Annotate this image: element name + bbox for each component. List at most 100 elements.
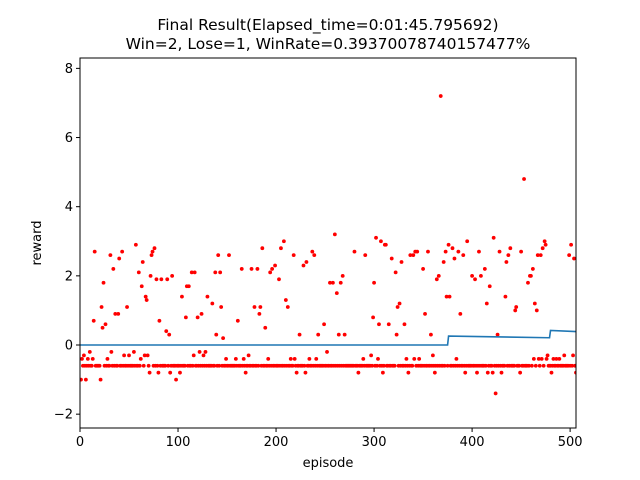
scatter-point-220 <box>294 370 299 375</box>
scatter-point-351 <box>423 311 427 316</box>
scatter-point-138 <box>214 332 219 337</box>
scatter-point-371 <box>442 363 447 368</box>
chart-title-line-2: Win=2, Lose=1, WinRate=0.393700787401574… <box>126 35 531 53</box>
scatter-point-265 <box>338 280 343 285</box>
scatter-point-204 <box>279 246 283 251</box>
scatter-point-327 <box>399 260 404 264</box>
scatter-point-473 <box>542 239 547 244</box>
scatter-point-306 <box>379 239 383 244</box>
scatter-point-113 <box>189 270 194 275</box>
scatter-point-68 <box>145 353 150 358</box>
scatter-point-304 <box>377 322 381 327</box>
scatter-point-340 <box>412 356 417 361</box>
scatter-point-438 <box>508 246 513 251</box>
scatter-point-72 <box>149 253 154 257</box>
scatter-point-195 <box>270 267 275 271</box>
scatter-point-372 <box>443 249 448 254</box>
scatter-point-168 <box>243 370 248 375</box>
scatter-point-64 <box>141 363 146 368</box>
scatter-point-501 <box>570 363 574 368</box>
scatter-point-297 <box>370 363 375 368</box>
scatter-point-367 <box>438 94 443 98</box>
scatter-point-361 <box>432 370 437 375</box>
scatter-point-54 <box>132 350 136 354</box>
scatter-point-387 <box>458 311 463 316</box>
scatter-point-474 <box>543 242 548 247</box>
scatter-point-338 <box>410 363 415 368</box>
x-tick-label-1: 100 <box>166 435 191 450</box>
scatter-point-345 <box>417 356 422 361</box>
scatter-point-503 <box>572 256 576 261</box>
scatter-point-62 <box>139 284 144 289</box>
scatter-point-476 <box>545 353 550 358</box>
scatter-point-223 <box>297 332 302 337</box>
scatter-point-60 <box>137 363 142 368</box>
scatter-point-257 <box>331 280 335 285</box>
scatter-point-142 <box>218 270 223 275</box>
scatter-point-296 <box>369 353 374 358</box>
scatter-point-21 <box>99 305 104 309</box>
scatter-point-143 <box>219 305 224 309</box>
scatter-point-7 <box>85 356 90 361</box>
scatter-point-303 <box>376 356 380 361</box>
scatter-point-419 <box>489 363 494 368</box>
scatter-point-209 <box>283 298 288 302</box>
scatter-point-459 <box>529 273 533 278</box>
scatter-point-261 <box>334 291 339 296</box>
scatter-point-502 <box>571 353 575 358</box>
scatter-point-22 <box>100 325 105 330</box>
scatter-point-504 <box>573 363 576 368</box>
scatter-point-65 <box>142 353 147 358</box>
x-tick-label-0: 0 <box>76 435 84 450</box>
scatter-point-498 <box>567 253 572 257</box>
scatter-point-70 <box>147 370 152 375</box>
x-tick-label-5: 500 <box>558 435 583 450</box>
scatter-point-77 <box>154 277 159 282</box>
scatter-point-309 <box>381 363 386 368</box>
scatter-point-456 <box>526 280 530 285</box>
scatter-point-103 <box>180 294 184 299</box>
scatter-point-392 <box>463 370 468 375</box>
y-tick-label-1: 0 <box>65 339 73 354</box>
y-tick-label-5: 8 <box>65 62 73 77</box>
scatter-point-463 <box>532 301 537 306</box>
x-tick-label-3: 300 <box>362 435 387 450</box>
scatter-point-432 <box>502 363 507 368</box>
scatter-point-370 <box>441 260 446 264</box>
scatter-point-267 <box>340 273 345 278</box>
scatter-point-137 <box>213 270 218 275</box>
scatter-point-254 <box>328 280 332 285</box>
scatter-point-125 <box>201 353 206 358</box>
scatter-point-30 <box>108 253 113 257</box>
scatter-point-5 <box>83 377 88 382</box>
scatter-point-90 <box>167 332 172 337</box>
scatter-point-452 <box>522 177 526 181</box>
running-mean-line <box>80 329 576 346</box>
scatter-point-233 <box>307 356 312 361</box>
scatter-point-462 <box>531 356 536 361</box>
scatter-point-145 <box>221 336 226 340</box>
scatter-point-383 <box>454 356 459 361</box>
scatter-point-301 <box>374 235 378 240</box>
scatter-point-27 <box>105 356 110 361</box>
scatter-point-14 <box>92 249 97 254</box>
scatter-point-248 <box>322 322 326 327</box>
scatter-point-465 <box>534 308 539 313</box>
scatter-point-374 <box>445 363 450 368</box>
scatter-point-229 <box>303 370 308 375</box>
scatter-point-107 <box>183 315 188 320</box>
scatter-point-359 <box>430 353 435 358</box>
scatter-point-180 <box>255 267 260 271</box>
scatter-point-399 <box>470 273 474 278</box>
scatter-point-332 <box>404 356 409 361</box>
scatter-point-263 <box>336 332 341 337</box>
scatter-point-330 <box>402 322 407 327</box>
scatter-point-9 <box>87 350 92 354</box>
scatter-point-468 <box>537 363 542 368</box>
scatter-point-420 <box>490 370 495 375</box>
scatter-point-325 <box>397 301 402 306</box>
scatter-point-119 <box>195 315 200 320</box>
scatter-point-181 <box>256 363 261 368</box>
